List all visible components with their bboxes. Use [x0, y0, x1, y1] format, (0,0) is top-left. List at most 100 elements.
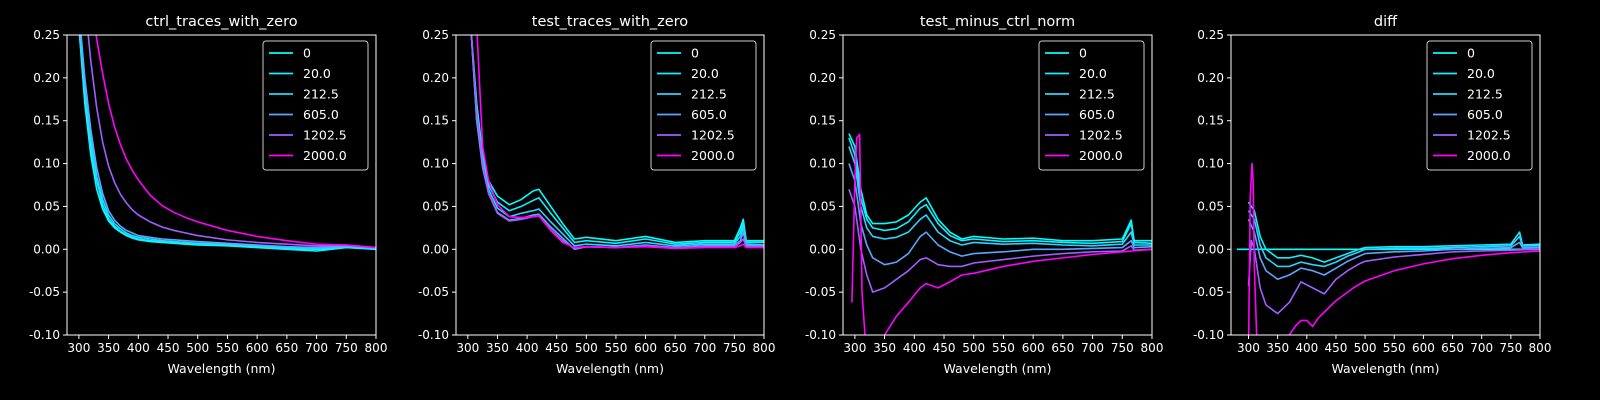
series-line	[1247, 162, 1540, 335]
series-line	[476, 35, 764, 250]
axes-frame	[66, 34, 377, 336]
legend-label: 212.5	[303, 87, 339, 102]
x-tick-label: 800	[753, 341, 776, 355]
x-tick-label: 350	[97, 341, 120, 355]
x-tick-label: 550	[216, 341, 239, 355]
series-line	[78, 35, 376, 251]
legend-label: 1202.5	[1079, 128, 1123, 143]
y-tick-label: 0.10	[1197, 157, 1224, 171]
x-tick-label: 700	[1470, 341, 1493, 355]
chart-title: diff	[1374, 14, 1398, 30]
y-tick-label: 0.20	[1197, 71, 1224, 85]
y-tick-label: 0.05	[809, 199, 836, 213]
x-tick-label: 500	[186, 341, 209, 355]
axes-frame	[1230, 34, 1541, 336]
legend-label: 20.0	[303, 66, 331, 81]
x-axis-label: Wavelength (nm)	[556, 361, 664, 376]
legend-label: 1202.5	[691, 128, 735, 143]
legend-label: 2000.0	[1467, 148, 1511, 163]
x-tick-label: 450	[933, 341, 956, 355]
series-line	[87, 35, 376, 249]
legend-label: 2000.0	[691, 148, 735, 163]
chart-panel: diff 300 350 400 450 500 550 600 650 700 750 800 -0.…	[1193, 14, 1552, 376]
x-tick-label: 650	[275, 341, 298, 355]
legend-label: 0	[303, 46, 311, 61]
y-tick-label: -0.10	[805, 328, 836, 342]
legend-label: 1202.5	[303, 128, 347, 143]
x-tick-label: 700	[693, 341, 716, 355]
x-tick-label: 600	[246, 341, 269, 355]
y-tick-label: 0.25	[422, 28, 449, 42]
y-tick-label: -0.05	[29, 285, 60, 299]
x-tick-label: 400	[127, 341, 150, 355]
legend-label: 0	[1079, 46, 1087, 61]
x-tick-label: 600	[1022, 341, 1045, 355]
y-tick-label: 0.10	[422, 157, 449, 171]
x-tick-label: 750	[723, 341, 746, 355]
y-tick-label: 0.00	[809, 242, 836, 256]
y-tick-label: 0.00	[422, 242, 449, 256]
x-tick-label: 650	[1051, 341, 1074, 355]
y-tick-label: 0.00	[33, 242, 60, 256]
x-tick-label: 800	[1141, 341, 1164, 355]
y-tick-label: 0.20	[33, 71, 60, 85]
axes-frame	[455, 34, 765, 336]
x-tick-label: 750	[1111, 341, 1134, 355]
legend-label: 212.5	[691, 87, 727, 102]
y-tick-label: -0.05	[805, 285, 836, 299]
legend-label: 20.0	[691, 66, 719, 81]
series-line	[78, 35, 376, 252]
x-tick-label: 300	[67, 341, 90, 355]
series-line	[848, 146, 1152, 247]
series-line	[1247, 201, 1540, 263]
series-line	[95, 35, 376, 249]
y-tick-label: 0.25	[33, 28, 60, 42]
x-tick-label: 550	[992, 341, 1015, 355]
legend: 0 20.0 212.5 605.0 1202.5 2000.0	[1038, 40, 1145, 171]
x-tick-label: 450	[1324, 341, 1347, 355]
series-group	[78, 35, 376, 252]
chart-title: ctrl_traces_with_zero	[145, 14, 297, 30]
x-tick-label: 450	[157, 341, 180, 355]
x-axis-label: Wavelength (nm)	[944, 361, 1052, 376]
chart-panel: test_traces_with_zero 300 350 400 450 500 550 6…	[418, 14, 776, 376]
x-tick-label: 800	[365, 341, 388, 355]
y-tick-label: 0.25	[809, 28, 836, 42]
chart-panel: ctrl_traces_with_zero 300 350 400 450 500 550 6…	[29, 14, 388, 376]
series-line	[848, 133, 1152, 242]
y-tick-label: 0.05	[422, 199, 449, 213]
y-tick-label: 0.15	[33, 114, 60, 128]
x-tick-label: 300	[843, 341, 866, 355]
legend-label: 20.0	[1079, 66, 1107, 81]
x-tick-label: 500	[1354, 341, 1377, 355]
series-line	[80, 35, 376, 249]
y-tick-label: 0.20	[422, 71, 449, 85]
x-tick-label: 800	[1529, 341, 1552, 355]
legend-label: 20.0	[1467, 66, 1495, 81]
x-tick-label: 750	[1499, 341, 1522, 355]
x-axis-label: Wavelength (nm)	[1332, 361, 1440, 376]
legend-label: 605.0	[1079, 107, 1115, 122]
legend-label: 2000.0	[303, 148, 347, 163]
series-line	[851, 133, 1152, 335]
y-tick-label: 0.05	[33, 199, 60, 213]
series-line	[1247, 210, 1540, 268]
series-line	[1247, 218, 1540, 281]
legend-label: 1202.5	[1467, 128, 1511, 143]
x-tick-label: 350	[486, 341, 509, 355]
y-tick-label: 0.10	[33, 157, 60, 171]
y-tick-label: 0.15	[1197, 114, 1224, 128]
series-line	[848, 163, 1152, 266]
y-tick-label: 0.10	[809, 157, 836, 171]
x-tick-label: 600	[634, 341, 657, 355]
y-tick-label: -0.10	[418, 328, 449, 342]
y-tick-label: 0.15	[809, 114, 836, 128]
series-group	[848, 133, 1152, 335]
x-tick-label: 600	[1412, 341, 1435, 355]
series-line	[848, 189, 1152, 293]
y-tick-label: 0.15	[422, 114, 449, 128]
series-line	[1247, 239, 1540, 315]
x-tick-label: 650	[1441, 341, 1464, 355]
legend-label: 212.5	[1079, 87, 1115, 102]
